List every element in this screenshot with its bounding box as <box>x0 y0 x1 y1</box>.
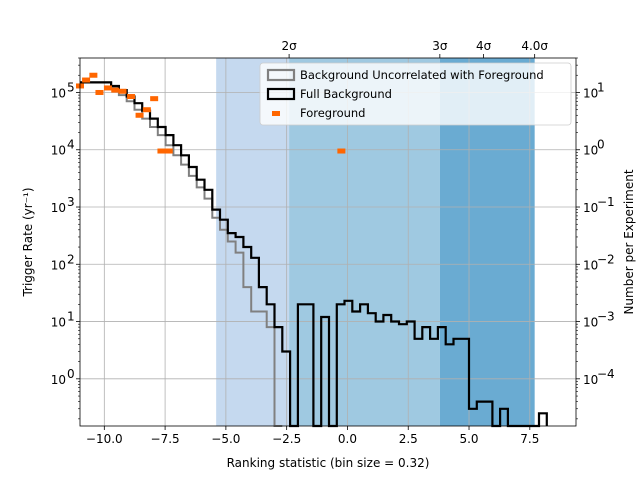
y2-tick-label-2: 10 <box>583 258 598 272</box>
sigma-label-2: 4σ <box>476 39 492 53</box>
x-tick-label-5: 2.5 <box>399 432 418 446</box>
sigma-label-3: 4.0σ <box>521 39 548 53</box>
foreground-point-1 <box>82 77 91 83</box>
y2-tick-exponent-0: −4 <box>597 367 615 381</box>
y2-axis-label: Number per Experiment <box>622 169 636 314</box>
x-tick-label-1: −7.5 <box>151 432 180 446</box>
series-layer <box>76 72 548 428</box>
y-tick-label-1: 10 <box>51 316 66 330</box>
legend-swatch-2 <box>272 111 280 116</box>
sigma-labels: 2σ 3σ 4σ 4.0σ <box>281 39 548 58</box>
legend-box <box>259 62 572 126</box>
legend-label-2: Foreground <box>300 106 365 120</box>
x-tick-label-4: 0.0 <box>338 432 357 446</box>
y-tick-label-5: 10 <box>51 86 66 100</box>
series-1-step <box>80 81 548 428</box>
legend-label-1: Full Background <box>300 87 392 101</box>
y-tick-exponent-3: 3 <box>67 195 75 209</box>
foreground-point-11 <box>157 148 166 154</box>
y2-tick-exponent-5: 1 <box>597 80 605 94</box>
y-tick-exponent-5: 5 <box>67 80 75 94</box>
foreground-point-9 <box>142 107 151 113</box>
plot-frame <box>79 57 577 427</box>
y2-tick-label-1: 10 <box>583 316 598 330</box>
foreground-point-6 <box>118 88 127 94</box>
y2-tick-label-3: 10 <box>583 201 598 215</box>
foreground-point-10 <box>150 96 159 102</box>
y2-tick-exponent-1: −3 <box>597 310 615 324</box>
y2-tick-exponent-4: 0 <box>597 138 605 152</box>
x-tick-label-0: −10.0 <box>86 432 123 446</box>
sigma-label-0: 2σ <box>281 39 297 53</box>
foreground-point-7 <box>127 94 136 100</box>
grid <box>80 58 576 426</box>
x-tick-label-3: −2.5 <box>272 432 301 446</box>
foreground-point-4 <box>103 85 112 91</box>
x-axis: −10.0 −7.5 −5.0 −2.5 0.0 2.5 5.0 7.5 <box>86 426 539 446</box>
foreground-point-3 <box>95 89 104 95</box>
legend: Background Uncorrelated with Foreground F… <box>259 62 572 126</box>
foreground-point-8 <box>135 112 144 118</box>
x-axis-label: Ranking statistic (bin size = 0.32) <box>227 456 430 470</box>
legend-label-0: Background Uncorrelated with Foreground <box>300 68 544 82</box>
x-tick-label-2: −5.0 <box>211 432 240 446</box>
y2-tick-exponent-2: −2 <box>597 252 615 266</box>
series-0-step <box>80 81 283 427</box>
legend-swatch-1 <box>266 87 296 101</box>
foreground-point-2 <box>89 72 98 78</box>
y-tick-exponent-4: 4 <box>67 138 75 152</box>
y2-tick-label-4: 10 <box>583 144 598 158</box>
y-tick-exponent-1: 1 <box>67 310 75 324</box>
foreground-point-5 <box>111 87 120 93</box>
sigma-label-1: 3σ <box>432 39 448 53</box>
y-tick-label-0: 10 <box>51 373 66 387</box>
y2-tick-label-5: 10 <box>583 86 598 100</box>
y-axis-label: Trigger Rate (yr⁻¹) <box>21 187 35 297</box>
y-tick-label-4: 10 <box>51 144 66 158</box>
foreground-point-13 <box>337 148 346 154</box>
legend-swatch-0 <box>266 68 296 82</box>
x-tick-label-7: 7.5 <box>520 432 539 446</box>
y-tick-exponent-2: 2 <box>67 252 75 266</box>
y-tick-exponent-0: 0 <box>67 367 75 381</box>
foreground-point-12 <box>164 148 173 154</box>
y2-tick-exponent-3: −1 <box>597 195 615 209</box>
x-tick-label-6: 5.0 <box>459 432 478 446</box>
y-tick-label-2: 10 <box>51 258 66 272</box>
y-tick-label-3: 10 <box>51 201 66 215</box>
y2-tick-label-0: 10 <box>583 373 598 387</box>
